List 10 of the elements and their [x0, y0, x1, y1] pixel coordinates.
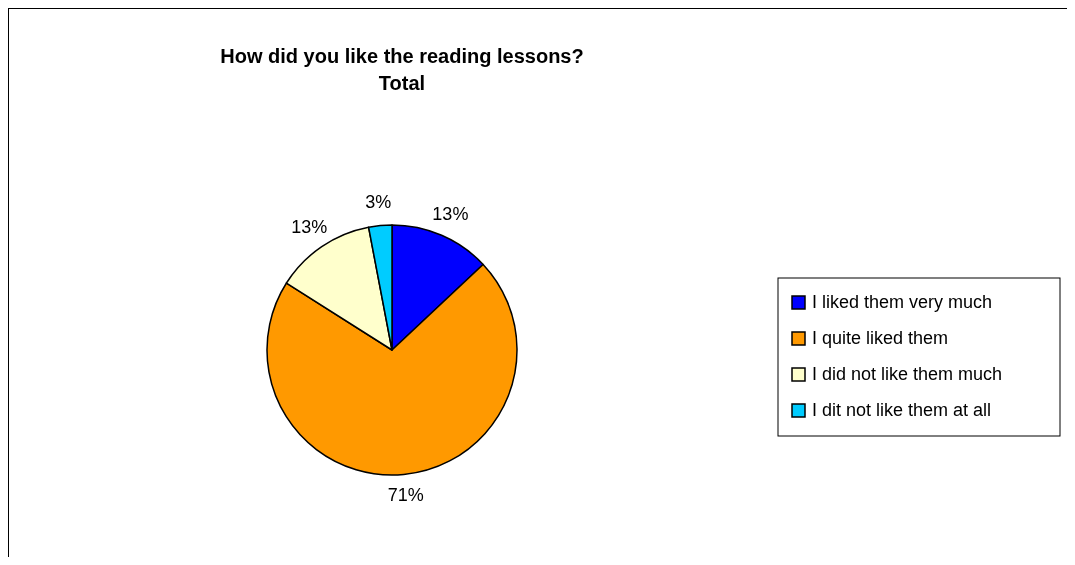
legend-label: I did not like them much [812, 363, 1003, 384]
legend-label: I dit not like them at all [812, 399, 992, 420]
legend-label: I quite liked them [812, 327, 949, 348]
legend-label: I liked them very much [812, 291, 993, 312]
chart-title: How did you like the reading lessons? [220, 45, 584, 67]
data-label: 71% [387, 485, 424, 506]
data-label: 3% [365, 192, 392, 213]
data-label: 13% [291, 217, 328, 238]
chart-subtitle: Total [378, 72, 426, 94]
data-label: 13% [432, 203, 469, 224]
